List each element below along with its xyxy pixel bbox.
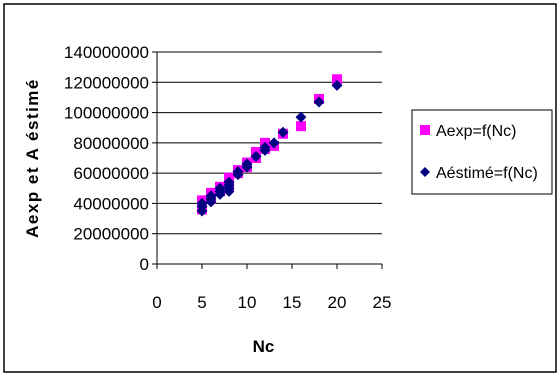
aestime-point — [223, 176, 235, 188]
x-axis-title: Nc — [253, 337, 275, 356]
legend-square-marker — [420, 125, 430, 135]
aestime-point — [196, 197, 208, 209]
x-tick-label: 0 — [152, 293, 161, 312]
aestime-point — [268, 137, 280, 149]
y-axis-title: Aexp et A éstimé — [23, 78, 42, 238]
y-tick-label: 20000000 — [73, 225, 149, 244]
aestime-point — [313, 96, 325, 108]
aestime-point — [214, 182, 226, 194]
legend-diamond-marker — [420, 167, 430, 177]
legend-label-aexp: Aexp=f(Nc) — [436, 123, 516, 140]
y-tick-label: 80000000 — [73, 134, 149, 153]
y-tick-label: 140000000 — [64, 43, 149, 62]
aestime-point — [295, 111, 307, 123]
y-tick-label: 40000000 — [73, 194, 149, 213]
axes — [152, 51, 383, 269]
x-tick-label: 15 — [283, 293, 302, 312]
y-tick-label: 0 — [140, 255, 149, 274]
legend: Aexp=f(Nc) Aéstimé=f(Nc) — [411, 109, 553, 195]
x-tick-label: 20 — [328, 293, 347, 312]
y-tick-label: 60000000 — [73, 164, 149, 183]
aestime-point — [232, 166, 244, 178]
x-tick-label: 5 — [197, 293, 206, 312]
gridlines — [157, 51, 382, 235]
y-tick-label: 120000000 — [64, 73, 149, 92]
aestime-point — [205, 190, 217, 202]
legend-label-aestime: Aéstimé=f(Nc) — [436, 165, 538, 182]
x-tick-label: 10 — [238, 293, 257, 312]
aestime-point — [259, 141, 271, 153]
aestime-point — [250, 150, 262, 162]
x-tick-label: 25 — [373, 293, 392, 312]
legend-box — [411, 109, 553, 195]
aestime-point — [331, 79, 343, 91]
aestime-point — [277, 126, 289, 138]
tick-labels: 0 20000000 40000000 60000000 80000000 1000000… — [64, 43, 392, 312]
aestime-point — [241, 158, 253, 170]
aexp-point — [296, 121, 306, 132]
y-tick-label: 100000000 — [64, 104, 149, 123]
aexp-point — [332, 74, 342, 85]
data-points — [196, 74, 343, 217]
